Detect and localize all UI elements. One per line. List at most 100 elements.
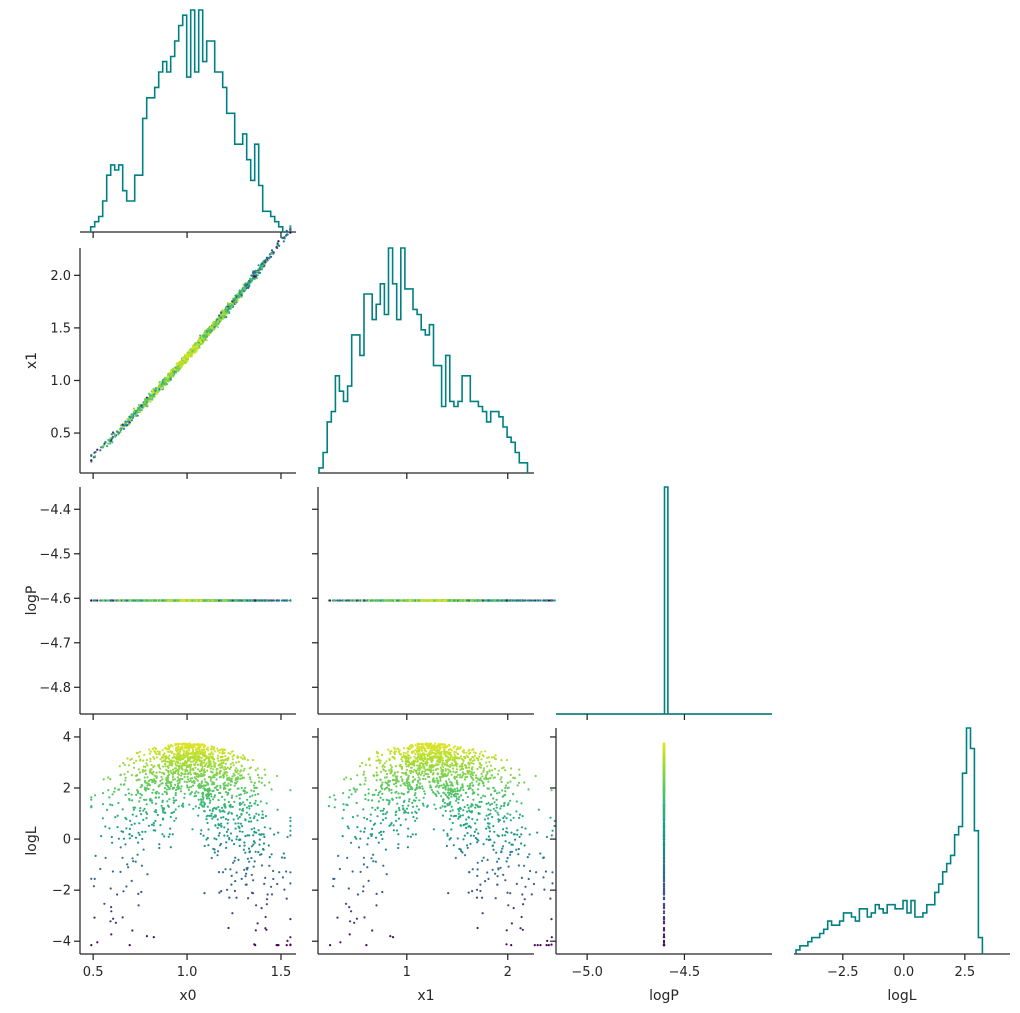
scatter-point [151, 398, 154, 401]
scatter-point [151, 389, 154, 392]
scatter-point [229, 783, 232, 787]
scatter-point [188, 350, 191, 353]
scatter-point [238, 844, 241, 848]
scatter-point [245, 872, 248, 875]
scatter-point [465, 599, 468, 602]
scatter-point [442, 599, 445, 602]
scatter-point [265, 903, 268, 906]
scatter-point [289, 824, 292, 828]
scatter-point [101, 817, 104, 820]
scatter-point [337, 599, 340, 602]
scatter-point [409, 599, 412, 602]
scatter-point [247, 286, 250, 289]
scatter-point [154, 819, 157, 823]
scatter-point [136, 411, 139, 414]
scatter-point [194, 349, 197, 352]
scatter-point [272, 877, 275, 881]
scatter-point [122, 426, 125, 429]
scatter-point [256, 274, 259, 277]
scatter-point [223, 311, 226, 314]
scatter-point [144, 789, 147, 792]
scatter-point [151, 791, 154, 794]
scatter-point [377, 599, 380, 602]
scatter-point [209, 779, 212, 782]
scatter-point [545, 599, 549, 602]
scatter-point [329, 599, 332, 602]
scatter-point [530, 599, 533, 602]
scatter-point [100, 599, 103, 602]
scatter-point [433, 599, 436, 602]
scatter-point [143, 599, 146, 602]
scatter-point [202, 798, 205, 801]
scatter-point [491, 599, 494, 602]
scatter-point [144, 830, 147, 833]
scatter-point [139, 758, 142, 761]
scatter-point [157, 796, 161, 799]
scatter-point [212, 321, 215, 324]
scatter-point [186, 351, 189, 354]
scatter-point [246, 857, 249, 860]
scatter-point [256, 819, 259, 822]
scatter-point [207, 333, 210, 336]
scatter-point [183, 780, 186, 783]
scatter-point [383, 599, 387, 602]
scatter-point [258, 271, 262, 274]
scatter-point [110, 433, 113, 436]
scatter-point [112, 599, 115, 602]
scatter-point [181, 802, 185, 805]
scatter-point [272, 250, 275, 254]
scatter-point [270, 599, 274, 602]
scatter-point [159, 599, 162, 602]
scatter-point [217, 599, 221, 602]
scatter-point [237, 294, 240, 297]
scatter-point [286, 233, 289, 236]
scatter-point [198, 752, 201, 756]
scatter-point [157, 792, 160, 795]
scatter-point [164, 381, 168, 384]
scatter-point [285, 229, 288, 233]
scatter-point [238, 292, 241, 295]
scatter-point [166, 377, 169, 380]
scatter-point [217, 759, 220, 763]
scatter-point [439, 599, 442, 602]
scatter-point [210, 327, 213, 330]
scatter-point [167, 380, 170, 383]
x-tick-label: −2.5 [827, 965, 859, 980]
scatter-point [257, 271, 260, 274]
scatter-point [138, 410, 141, 413]
scatter-points [90, 599, 292, 602]
scatter-point [223, 599, 226, 602]
scatter-point [259, 800, 262, 803]
scatter-point [241, 825, 244, 828]
scatter-point [175, 370, 178, 373]
scatter-point [243, 599, 247, 602]
scatter-point [137, 892, 140, 896]
scatter-point [215, 323, 218, 326]
scatter-point [132, 407, 136, 410]
scatter-point [190, 785, 193, 788]
scatter-point [265, 256, 269, 259]
scatter-point [243, 288, 247, 291]
scatter-point [278, 871, 281, 874]
scatter-point [152, 936, 155, 939]
scatter-point [122, 599, 125, 602]
scatter-point [235, 795, 238, 798]
scatter-point [230, 305, 233, 308]
scatter-point [148, 752, 151, 755]
scatter-panel-logP-vs-x0: −4.4−4.5−4.6−4.7−4.8 [39, 487, 296, 720]
scatter-point [205, 333, 208, 336]
scatter-point [205, 330, 208, 333]
scatter-point [183, 355, 186, 358]
y-tick-label: −4.8 [39, 681, 71, 696]
scatter-point [146, 873, 149, 876]
scatter-point [171, 368, 174, 371]
scatter-point [140, 864, 143, 867]
scatter-point [217, 805, 220, 809]
scatter-point [213, 323, 216, 327]
scatter-point [250, 804, 253, 808]
scatter-point [520, 599, 523, 602]
scatter-point [286, 599, 289, 602]
scatter-point [167, 374, 170, 377]
scatter-point [283, 599, 286, 602]
scatter-point [141, 406, 144, 409]
